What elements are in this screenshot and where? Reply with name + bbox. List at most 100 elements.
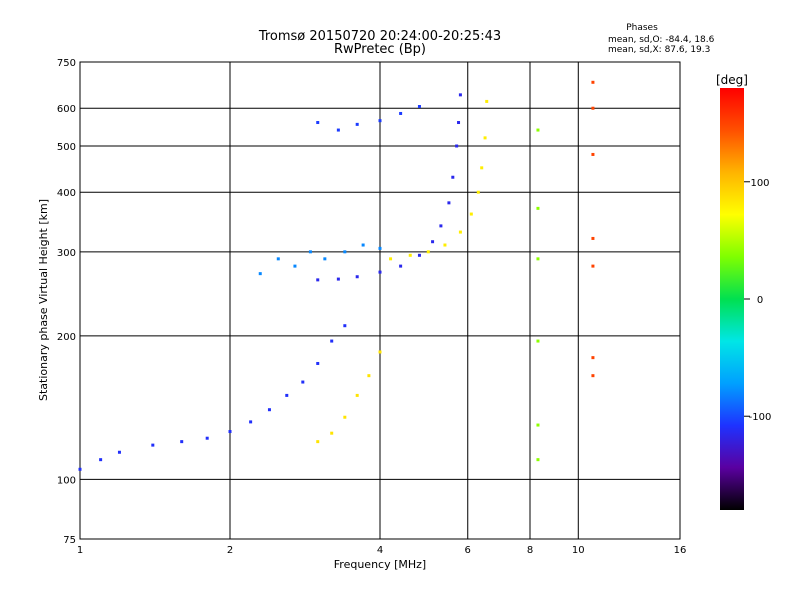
scatter-point <box>591 80 595 84</box>
scatter-point <box>355 275 359 279</box>
scatter-point <box>378 270 382 274</box>
y-tick-label: 300 <box>57 248 76 259</box>
scatter-point <box>439 224 443 228</box>
scatter-point <box>417 105 421 109</box>
scatter-point <box>457 121 461 125</box>
phase-stats-x: mean, sd,X: 87.6, 19.3 <box>608 45 710 55</box>
scatter-point <box>355 393 359 397</box>
scatter-point <box>316 440 320 444</box>
scatter-point <box>293 264 297 268</box>
scatter-point <box>330 431 334 435</box>
scatter-point <box>343 250 347 254</box>
x-tick-label: 16 <box>674 545 687 556</box>
scatter-point <box>389 257 393 261</box>
scatter-point <box>249 420 253 424</box>
scatter-point <box>316 361 320 365</box>
scatter-point <box>330 339 334 343</box>
scatter-point <box>536 339 540 343</box>
plot-area: 1 2 4 6 8 10 16 75 100 200 300 400 500 600 750 <box>57 58 686 556</box>
scatter-point <box>536 206 540 210</box>
colorbar: [deg] 100 0 -100 <box>716 73 771 510</box>
scatter-point <box>455 144 459 148</box>
scatter-point <box>228 430 232 434</box>
scatter-point <box>536 458 540 462</box>
scatter-point <box>399 111 403 115</box>
scatter-point <box>316 121 320 125</box>
scatter-point <box>276 257 280 261</box>
y-axis-label: Stationary phase Virtual Height [km] <box>37 199 50 401</box>
scatter-point <box>355 122 359 126</box>
grid-lines <box>80 62 680 539</box>
scatter-point <box>483 136 487 140</box>
y-tick-label: 750 <box>57 58 76 69</box>
scatter-point <box>316 278 320 282</box>
scatter-point <box>591 106 595 110</box>
x-tick-label: 4 <box>377 545 383 556</box>
scatter-point <box>267 408 271 412</box>
scatter-point <box>378 119 382 123</box>
scatter-points <box>78 80 595 471</box>
scatter-point <box>399 264 403 268</box>
scatter-point <box>591 374 595 378</box>
scatter-point <box>378 246 382 250</box>
scatter-point <box>117 450 121 454</box>
scatter-point <box>426 250 430 254</box>
y-tick-label: 100 <box>57 475 76 486</box>
y-tick-label: 400 <box>57 188 76 199</box>
y-tick-label: 200 <box>57 332 76 343</box>
scatter-point <box>536 257 540 261</box>
y-tick-label: 600 <box>57 104 76 115</box>
scatter-point <box>536 423 540 427</box>
colorbar-ticks: 100 0 -100 <box>744 178 771 423</box>
x-axis-label: Frequency [MHz] <box>334 558 426 571</box>
scatter-point <box>431 240 435 244</box>
scatter-point <box>591 356 595 360</box>
scatter-point <box>458 93 462 97</box>
scatter-point <box>536 128 540 132</box>
scatter-point <box>591 236 595 240</box>
scatter-point <box>151 443 155 447</box>
colorbar-tick-label: 0 <box>757 295 763 306</box>
y-tick-label: 75 <box>63 535 76 546</box>
colorbar-gradient <box>720 88 744 510</box>
scatter-point <box>367 374 371 378</box>
scatter-point <box>323 257 327 261</box>
chart-title: Tromsø 20150720 20:24:00-20:25:43 <box>258 29 501 44</box>
colorbar-tick-label: 100 <box>750 178 769 189</box>
scatter-point <box>443 243 447 247</box>
scatter-point <box>361 243 365 247</box>
scatter-point <box>408 253 412 257</box>
y-tick-label: 500 <box>57 142 76 153</box>
scatter-point <box>336 277 340 281</box>
phase-stats: Phases mean, sd,O: -84.4, 18.6 mean, sd,… <box>608 23 715 55</box>
scatter-point <box>343 324 347 328</box>
phase-stats-heading: Phases <box>626 23 658 33</box>
colorbar-unit-label: [deg] <box>716 73 748 87</box>
scatter-point <box>336 128 340 132</box>
chart-subtitle: RwPretec (Bp) <box>334 42 426 57</box>
scatter-point <box>591 264 595 268</box>
scatter-point <box>417 253 421 257</box>
scatter-point <box>99 458 103 462</box>
y-axis-ticks: 75 100 200 300 400 500 600 750 <box>57 58 76 546</box>
scatter-point <box>301 380 305 384</box>
scatter-point <box>469 212 473 216</box>
scatter-point <box>343 415 347 419</box>
scatter-point <box>285 393 289 397</box>
scatter-point <box>458 230 462 234</box>
scatter-point <box>258 272 262 276</box>
x-tick-label: 10 <box>572 545 585 556</box>
scatter-point <box>476 190 480 194</box>
x-tick-label: 1 <box>77 545 83 556</box>
scatter-point <box>180 440 184 444</box>
scatter-point <box>308 250 312 254</box>
scatter-point <box>447 201 451 205</box>
scatter-point <box>591 152 595 156</box>
scatter-point <box>378 350 382 354</box>
phase-stats-o: mean, sd,O: -84.4, 18.6 <box>608 35 715 45</box>
scatter-point <box>480 166 484 170</box>
x-tick-label: 8 <box>527 545 533 556</box>
scatter-point <box>205 436 209 440</box>
x-tick-label: 6 <box>465 545 471 556</box>
